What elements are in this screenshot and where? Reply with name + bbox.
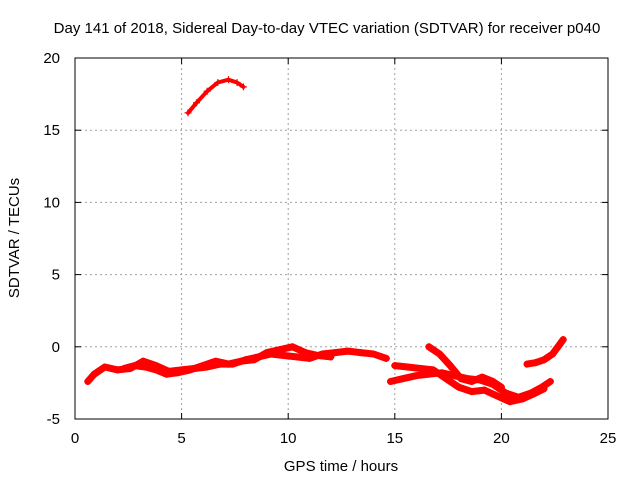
data-point bbox=[239, 83, 247, 91]
x-tick-label: 10 bbox=[280, 430, 297, 447]
data-point bbox=[184, 109, 192, 117]
x-tick-label: 5 bbox=[177, 430, 185, 447]
data-point bbox=[120, 364, 128, 372]
series-upper-arc bbox=[184, 76, 247, 117]
axis-ticks bbox=[74, 57, 609, 420]
series-band-e bbox=[425, 343, 505, 391]
y-tick-label: 20 bbox=[43, 50, 60, 67]
data-point bbox=[331, 349, 339, 357]
data-point bbox=[429, 366, 437, 374]
data-point bbox=[369, 350, 377, 358]
y-tick-label: 15 bbox=[43, 122, 60, 139]
data-point bbox=[478, 373, 486, 381]
data-point bbox=[203, 87, 211, 95]
y-tick-label: 5 bbox=[52, 267, 60, 284]
data-point bbox=[506, 398, 514, 406]
data-point bbox=[416, 364, 424, 372]
series-band-d bbox=[391, 362, 548, 406]
data-point bbox=[186, 366, 194, 374]
x-tick-label: 15 bbox=[386, 430, 403, 447]
data-point bbox=[412, 372, 420, 380]
data-point bbox=[399, 375, 407, 383]
data-point bbox=[199, 362, 207, 370]
data-point bbox=[468, 388, 476, 396]
data-point bbox=[489, 377, 497, 385]
x-axis-label: GPS time / hours bbox=[284, 458, 398, 475]
data-point bbox=[480, 386, 488, 394]
data-point bbox=[141, 363, 149, 371]
data-point bbox=[555, 341, 563, 349]
data-point bbox=[101, 363, 109, 371]
data-point bbox=[493, 392, 501, 400]
data-point bbox=[173, 369, 181, 377]
series-band-b bbox=[120, 343, 335, 378]
data-point bbox=[532, 359, 540, 367]
data-point bbox=[152, 366, 160, 374]
chart-title: Day 141 of 2018, Sidereal Day-to-day VTE… bbox=[54, 20, 601, 37]
data-point bbox=[114, 366, 122, 374]
data-point bbox=[90, 370, 98, 378]
data-point bbox=[163, 370, 171, 378]
x-tick-label: 0 bbox=[71, 430, 79, 447]
data-point bbox=[519, 395, 527, 403]
y-tick-label: 0 bbox=[52, 339, 60, 356]
data-point bbox=[276, 346, 284, 354]
series-trace bbox=[425, 343, 505, 391]
data-point bbox=[404, 363, 412, 371]
series-band-f bbox=[523, 336, 567, 368]
data-point bbox=[193, 99, 201, 107]
data-point bbox=[540, 356, 548, 364]
data-point bbox=[436, 350, 444, 358]
plot-frame bbox=[74, 57, 609, 420]
data-point bbox=[559, 336, 567, 344]
data-point bbox=[540, 385, 548, 393]
data-point bbox=[549, 350, 557, 358]
data-point bbox=[455, 383, 463, 391]
x-tick-label: 25 bbox=[600, 430, 617, 447]
tick-labels: 0 5 10 15 20 25 -5 0 5 10 15 20 bbox=[43, 50, 616, 447]
grid-lines bbox=[75, 58, 608, 419]
data-series bbox=[84, 76, 567, 406]
data-point bbox=[301, 349, 309, 357]
data-point bbox=[214, 79, 222, 87]
data-point bbox=[532, 389, 540, 397]
data-point bbox=[314, 351, 322, 359]
data-point bbox=[382, 354, 390, 362]
data-point bbox=[442, 375, 450, 383]
data-point bbox=[391, 362, 399, 370]
data-point bbox=[425, 343, 433, 351]
data-point bbox=[446, 362, 454, 370]
data-point bbox=[523, 360, 531, 368]
data-point bbox=[212, 357, 220, 365]
series-trace bbox=[186, 77, 246, 115]
y-tick-label: 10 bbox=[43, 194, 60, 211]
data-point bbox=[250, 356, 258, 364]
series-trace bbox=[523, 336, 567, 368]
data-point bbox=[357, 349, 365, 357]
x-tick-label: 20 bbox=[493, 430, 510, 447]
y-tick-label: -5 bbox=[47, 411, 60, 428]
data-point bbox=[293, 353, 301, 361]
data-point bbox=[263, 349, 271, 357]
data-point bbox=[457, 375, 465, 383]
data-point bbox=[225, 360, 233, 368]
data-point bbox=[237, 357, 245, 365]
data-point bbox=[546, 377, 554, 385]
data-point bbox=[84, 377, 92, 385]
data-point bbox=[131, 362, 139, 370]
data-point bbox=[327, 353, 335, 361]
data-point bbox=[497, 383, 505, 391]
data-point bbox=[502, 389, 510, 397]
data-point bbox=[387, 377, 395, 385]
data-point bbox=[225, 76, 233, 84]
data-point bbox=[288, 343, 296, 351]
data-point bbox=[468, 377, 476, 385]
data-point bbox=[344, 347, 352, 355]
data-point bbox=[280, 351, 288, 359]
y-axis-label: SDTVAR / TECUs bbox=[6, 178, 23, 298]
data-point bbox=[233, 79, 241, 87]
